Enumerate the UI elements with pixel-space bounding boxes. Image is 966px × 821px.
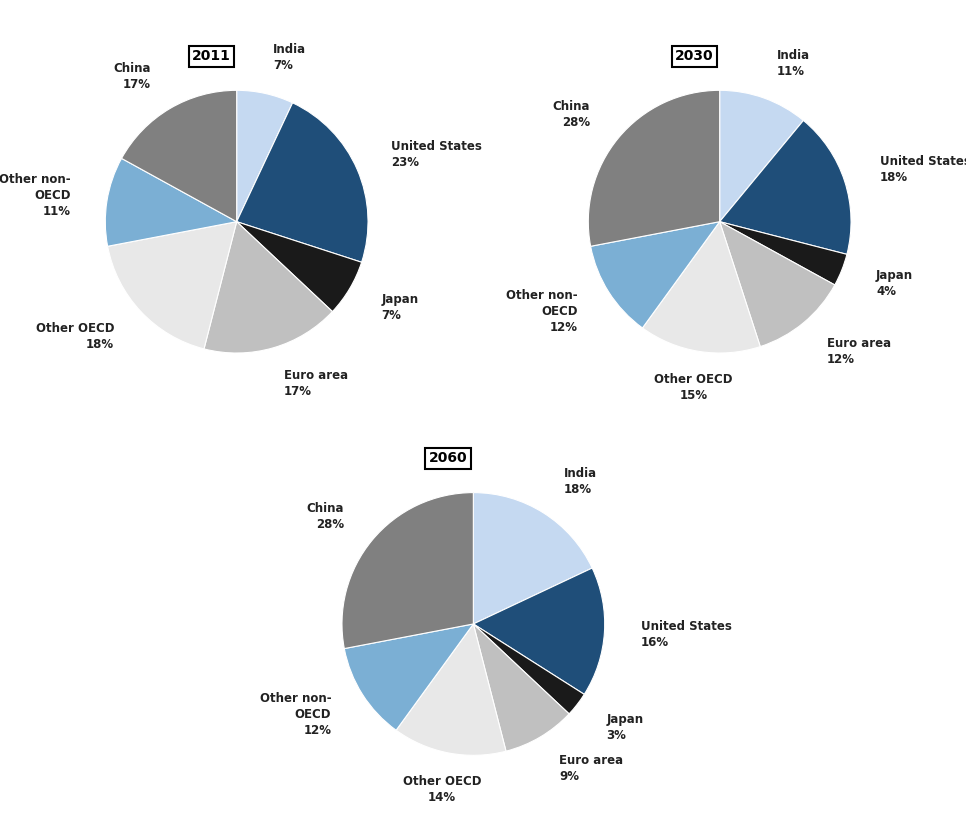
Wedge shape: [122, 90, 237, 222]
Wedge shape: [720, 121, 851, 255]
Text: India
18%: India 18%: [563, 467, 597, 497]
Wedge shape: [588, 90, 720, 246]
Wedge shape: [642, 222, 760, 353]
Text: United States
16%: United States 16%: [641, 620, 732, 649]
Text: China
28%: China 28%: [306, 502, 344, 531]
Wedge shape: [204, 222, 332, 353]
Text: Euro area
9%: Euro area 9%: [559, 754, 623, 783]
Wedge shape: [105, 158, 237, 246]
Text: 2011: 2011: [192, 49, 231, 63]
Text: Japan
4%: Japan 4%: [876, 269, 913, 298]
Text: United States
23%: United States 23%: [391, 140, 482, 169]
Wedge shape: [396, 624, 506, 755]
Text: Other OECD
15%: Other OECD 15%: [654, 374, 732, 402]
Wedge shape: [107, 222, 237, 349]
Text: Other non-
OECD
12%: Other non- OECD 12%: [260, 691, 331, 736]
Wedge shape: [473, 568, 605, 695]
Wedge shape: [473, 624, 569, 751]
Wedge shape: [237, 103, 368, 262]
Wedge shape: [344, 624, 473, 730]
Wedge shape: [473, 624, 584, 714]
Text: Other OECD
14%: Other OECD 14%: [403, 775, 481, 804]
Text: Euro area
12%: Euro area 12%: [827, 337, 891, 365]
Text: India
7%: India 7%: [273, 43, 306, 72]
Text: Japan
3%: Japan 3%: [607, 713, 643, 741]
Text: 2060: 2060: [429, 452, 468, 466]
Text: Euro area
17%: Euro area 17%: [284, 369, 348, 397]
Wedge shape: [473, 493, 592, 624]
Wedge shape: [720, 90, 804, 222]
Wedge shape: [342, 493, 473, 649]
Text: China
17%: China 17%: [114, 62, 151, 91]
Text: China
28%: China 28%: [553, 100, 590, 129]
Text: India
11%: India 11%: [777, 49, 810, 78]
Wedge shape: [237, 90, 293, 222]
Wedge shape: [590, 222, 720, 328]
Text: 2030: 2030: [675, 49, 714, 63]
Text: Other non-
OECD
12%: Other non- OECD 12%: [506, 289, 578, 334]
Text: United States
18%: United States 18%: [880, 155, 966, 184]
Wedge shape: [720, 222, 847, 285]
Text: Other OECD
18%: Other OECD 18%: [36, 323, 114, 351]
Wedge shape: [237, 222, 361, 312]
Text: Other non-
OECD
11%: Other non- OECD 11%: [0, 173, 71, 218]
Wedge shape: [720, 222, 835, 346]
Text: Japan
7%: Japan 7%: [382, 293, 418, 322]
